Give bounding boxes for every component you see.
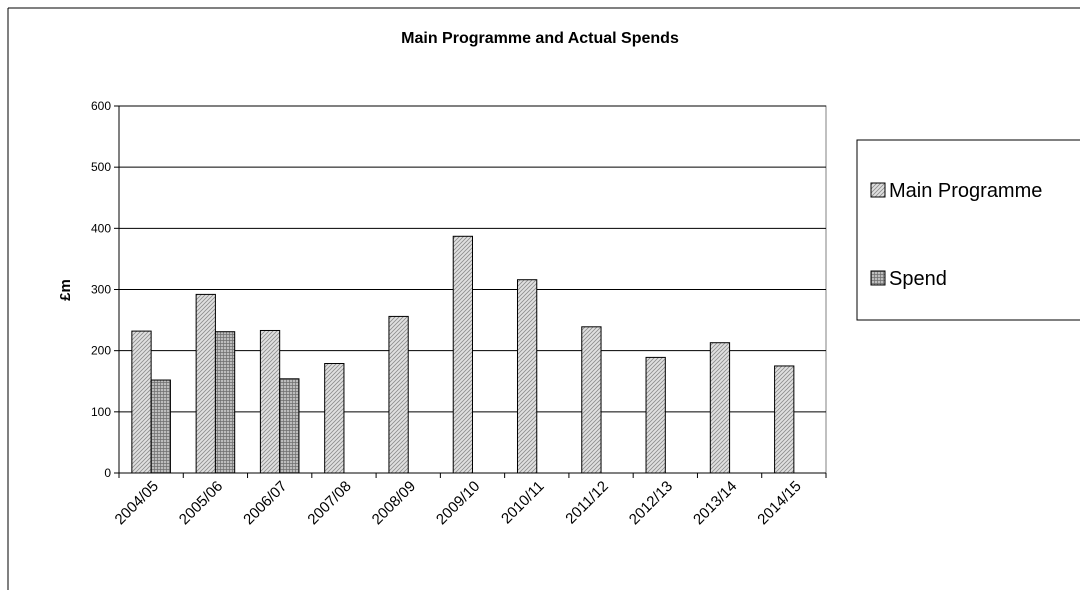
bar-main-programme [259, 329, 281, 474]
x-tick-label: 2014/15 [754, 478, 804, 528]
legend-swatch-spend [870, 270, 886, 286]
y-tick-label: 600 [91, 99, 111, 113]
x-tick-label: 2006/07 [240, 478, 290, 528]
bar-main-programme [645, 356, 666, 474]
x-tick-label: 2007/08 [304, 478, 354, 528]
x-tick-label: 2010/11 [498, 478, 548, 528]
bar-spend [150, 379, 171, 474]
x-tick-label: 2004/05 [112, 478, 162, 528]
bar-main-programme [324, 363, 345, 474]
legend-label-spend: Spend [889, 268, 947, 290]
bar-spend [279, 378, 300, 474]
y-tick-label: 300 [91, 283, 111, 297]
bar-main-programme [195, 293, 216, 474]
legend-box [856, 139, 1080, 321]
x-tick-label: 2013/14 [690, 478, 740, 528]
bar-main-programme [516, 279, 538, 474]
legend-label-main-programme: Main Programme [889, 180, 1042, 202]
x-tick-label: 2011/12 [562, 478, 612, 528]
y-axis-title: £m [57, 279, 74, 301]
bar-main-programme [388, 315, 409, 474]
bar-main-programme [581, 326, 602, 474]
y-tick-label: 0 [104, 466, 111, 480]
bars [131, 235, 795, 474]
bar-main-programme [709, 342, 731, 474]
legend-swatch-main-programme [870, 182, 886, 198]
legend: Main Programme Spend [856, 139, 1080, 321]
x-tick-label: 2008/09 [369, 478, 419, 528]
chart-title: Main Programme and Actual Spends [401, 30, 679, 47]
y-tick-label: 200 [91, 344, 111, 358]
y-tick-label: 500 [91, 160, 111, 174]
bar-main-programme [452, 235, 473, 474]
bar-main-programme [774, 365, 795, 474]
x-tick-label: 2009/10 [433, 478, 483, 528]
bar-main-programme [131, 330, 152, 474]
x-tick-label: 2005/06 [176, 478, 226, 528]
bar-spend [214, 331, 236, 474]
y-tick-label: 400 [91, 221, 111, 235]
x-tick-label: 2012/13 [626, 478, 676, 528]
y-tick-label: 100 [91, 405, 111, 419]
